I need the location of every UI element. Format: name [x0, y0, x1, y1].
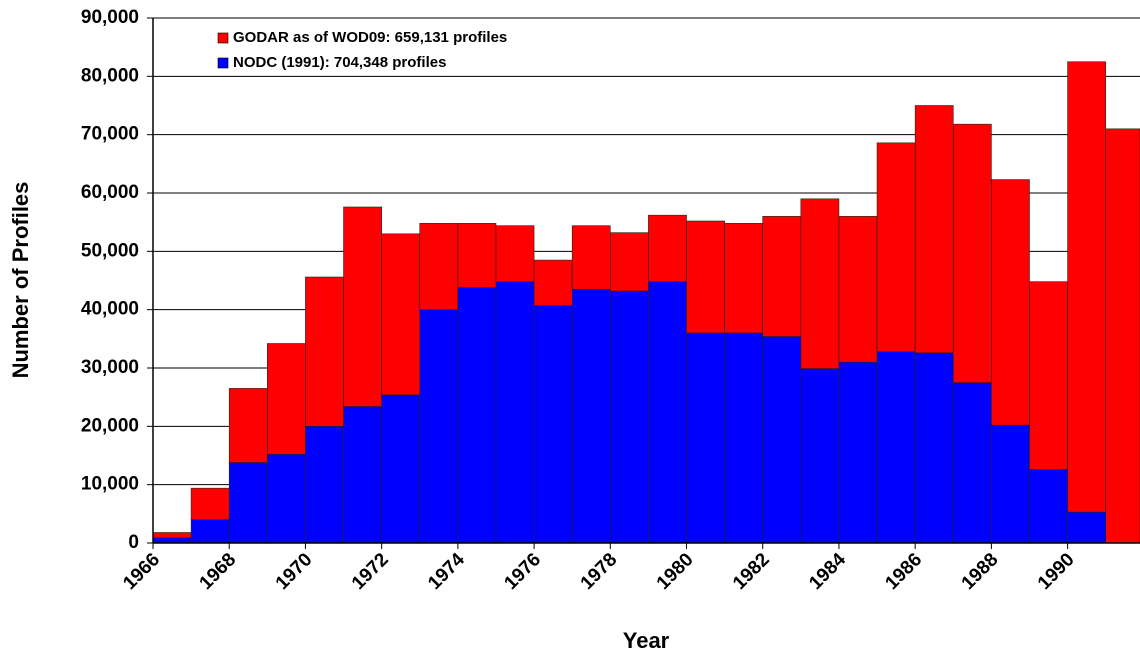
y-tick-label: 90,000	[81, 7, 139, 28]
bar	[800, 368, 840, 544]
bar	[152, 537, 192, 544]
bar	[381, 233, 421, 396]
y-tick-label: 30,000	[81, 357, 139, 378]
bar	[762, 336, 802, 544]
bar	[1067, 511, 1107, 544]
x-tick-label: 1978	[577, 549, 622, 594]
legend-label: GODAR as of WOD09: 659,131 profiles	[233, 29, 507, 46]
bar	[838, 216, 878, 363]
bar	[1105, 128, 1140, 544]
bar	[343, 406, 382, 544]
y-tick-label: 70,000	[81, 124, 139, 145]
bar	[686, 332, 725, 544]
bar	[1029, 281, 1068, 470]
bar	[724, 223, 764, 334]
bar	[876, 351, 916, 544]
legend-swatch	[217, 32, 229, 44]
bar	[991, 424, 1030, 544]
x-tick-label: 1974	[424, 549, 469, 594]
bar	[267, 343, 306, 455]
bar	[533, 259, 573, 306]
bar	[876, 142, 916, 352]
bar	[914, 352, 954, 544]
legend-swatch	[217, 57, 229, 69]
legend-label: NODC (1991): 704,348 profiles	[233, 54, 446, 71]
bar	[724, 332, 764, 544]
bar	[800, 198, 840, 369]
bar	[190, 487, 230, 520]
x-tick-label: 1966	[119, 549, 164, 594]
bar	[343, 206, 382, 407]
bar	[609, 232, 649, 292]
bar	[495, 225, 535, 282]
bar	[419, 309, 459, 544]
bar	[838, 361, 878, 544]
bar	[457, 223, 497, 288]
y-axis-label: Number of Profiles	[8, 182, 33, 379]
bar	[305, 276, 344, 427]
bar	[228, 388, 268, 463]
bar	[648, 281, 687, 544]
bar	[762, 216, 802, 337]
bar	[1029, 469, 1068, 544]
bar	[914, 105, 954, 354]
y-tick-label: 80,000	[81, 65, 139, 86]
x-tick-label: 1982	[729, 549, 774, 594]
y-tick-label: 60,000	[81, 182, 139, 203]
bar	[571, 288, 611, 544]
y-tick-label: 20,000	[81, 415, 139, 436]
x-axis-label: Year	[623, 628, 670, 653]
x-tick-label: 1990	[1034, 549, 1079, 594]
bar	[686, 220, 725, 334]
bar	[190, 519, 230, 544]
bar	[419, 223, 459, 310]
bar	[991, 179, 1030, 426]
y-tick-label: 50,000	[81, 240, 139, 261]
bar	[381, 394, 421, 544]
x-tick-label: 1976	[500, 549, 545, 594]
x-tick-label: 1988	[958, 549, 1003, 594]
bar	[1067, 61, 1107, 513]
bar	[952, 382, 992, 544]
bar	[609, 290, 649, 544]
x-tick-label: 1972	[348, 549, 393, 594]
bar	[267, 454, 306, 544]
x-tick-label: 1980	[653, 549, 698, 594]
bar	[952, 123, 992, 383]
bar	[495, 281, 535, 544]
bar	[457, 287, 497, 544]
bar	[228, 462, 268, 544]
y-tick-label: 0	[128, 532, 139, 553]
y-tick-label: 10,000	[81, 474, 139, 495]
x-tick-label: 1984	[805, 549, 850, 594]
bar	[152, 532, 192, 539]
bar	[571, 225, 611, 290]
x-tick-label: 1968	[196, 549, 241, 594]
x-tick-label: 1970	[272, 549, 317, 594]
x-tick-label: 1986	[881, 549, 926, 594]
bar	[533, 305, 573, 544]
bar	[648, 214, 687, 282]
y-tick-label: 40,000	[81, 299, 139, 320]
bar	[305, 426, 344, 544]
